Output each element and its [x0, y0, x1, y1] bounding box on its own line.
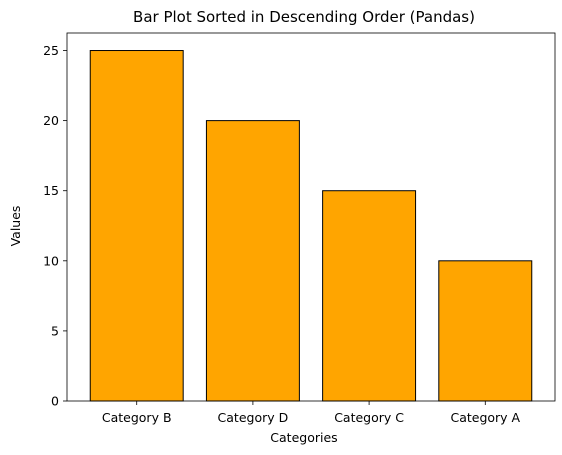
y-tick-label: 5: [51, 323, 59, 338]
bar-category-c: [322, 190, 417, 402]
y-tick-label: 15: [43, 183, 59, 198]
bars-group: [89, 50, 533, 402]
plot-area: [66, 32, 556, 402]
axes-frame: [66, 32, 556, 402]
bar-category-d: [205, 120, 300, 402]
x-axis-label: Categories: [270, 430, 337, 445]
y-tick-label: 20: [43, 113, 59, 128]
y-tick-label: 0: [51, 394, 59, 409]
y-axis: 0 5 10 15 20 25: [43, 43, 67, 409]
x-tick-label: Category A: [450, 410, 520, 425]
x-tick-label: Category D: [218, 410, 289, 425]
y-tick-label: 10: [43, 253, 59, 268]
bar-category-a: [438, 260, 533, 402]
bar-category-b: [89, 50, 184, 402]
chart-title: Bar Plot Sorted in Descending Order (Pan…: [133, 8, 475, 26]
y-axis-label: Values: [8, 206, 23, 247]
x-tick-label: Category B: [102, 410, 172, 425]
x-axis: Category B Category D Category C Category A: [102, 401, 521, 425]
y-tick-label: 25: [43, 43, 59, 58]
x-tick-label: Category C: [334, 410, 404, 425]
